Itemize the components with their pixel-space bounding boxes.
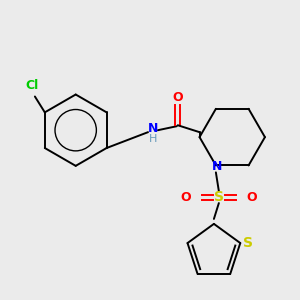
Text: N: N [212, 160, 222, 173]
Text: O: O [172, 91, 183, 104]
Text: N: N [148, 122, 158, 135]
Text: O: O [181, 190, 191, 204]
Text: O: O [246, 190, 257, 204]
Text: S: S [214, 190, 224, 204]
Text: S: S [243, 236, 253, 250]
Text: H: H [149, 134, 157, 144]
Text: Cl: Cl [25, 79, 39, 92]
